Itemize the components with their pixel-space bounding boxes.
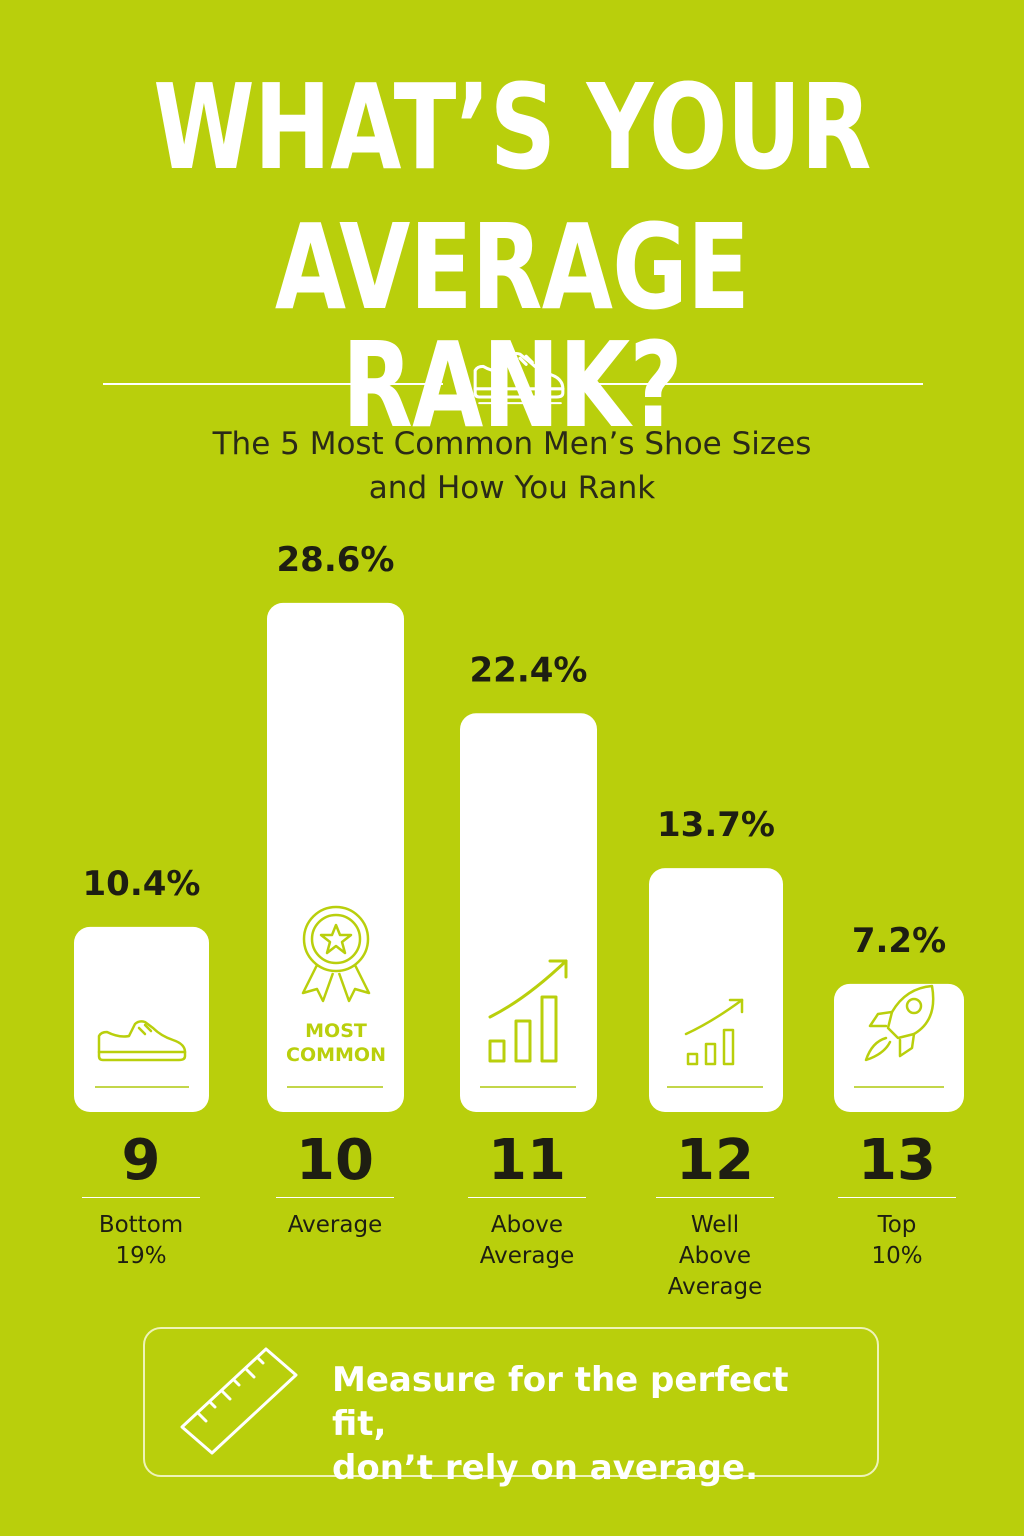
bar-underline-12 (667, 1086, 763, 1088)
growth-chart-icon (486, 955, 572, 1067)
rank-divider-12 (656, 1197, 774, 1198)
value-label-13: 7.2% (852, 921, 946, 961)
rank-divider-11 (468, 1197, 586, 1198)
subtitle-line-2: and How You Rank (368, 470, 656, 506)
value-label-11: 22.4% (470, 650, 588, 690)
bar-size-12 (649, 868, 783, 1112)
rank-label-9: Bottom 19% (98, 1212, 184, 1269)
award-ribbon-icon (297, 903, 375, 1005)
size-label-11: 11 (488, 1128, 566, 1193)
bar-underline-11 (480, 1086, 576, 1088)
bar-size-11 (460, 713, 597, 1112)
bar-size-10 (267, 602, 404, 1112)
divider-left (103, 383, 443, 385)
ruler-icon (178, 1345, 300, 1455)
bar-underline-9 (95, 1086, 189, 1088)
size-label-10: 10 (296, 1128, 374, 1193)
size-label-9: 9 (121, 1128, 161, 1193)
shoe-icon (467, 346, 569, 408)
bar-size-9 (74, 926, 209, 1112)
size-label-13: 13 (858, 1128, 936, 1193)
rank-divider-9 (82, 1197, 200, 1198)
bar-chart: 10.4% 28.6% 22.4% 13.7% 7.2% (74, 540, 964, 1112)
size-label-12: 12 (676, 1128, 754, 1193)
subtitle-line-1: The 5 Most Common Men’s Shoe Sizes (212, 426, 812, 462)
shoe-icon (95, 1016, 187, 1066)
rocket-icon (862, 982, 936, 1064)
divider-right (595, 383, 923, 385)
rank-label-12: Well Above Average (667, 1212, 763, 1300)
cta-text: Measure for the perfect fit, don’t rely … (332, 1360, 789, 1488)
value-label-10: 28.6% (277, 540, 395, 580)
rank-divider-10 (276, 1197, 394, 1198)
cta-box (143, 1327, 879, 1477)
rank-divider-13 (838, 1197, 956, 1198)
value-label-9: 10.4% (83, 864, 201, 904)
rank-label-13: Top 10% (871, 1212, 923, 1269)
rank-label-11: Above Average (479, 1212, 575, 1269)
rank-label-10: Average (287, 1212, 383, 1238)
value-label-12: 13.7% (657, 805, 775, 845)
bar-underline-13 (854, 1086, 944, 1088)
most-common-badge: MOST COMMON (286, 1020, 386, 1066)
growth-chart-icon (684, 998, 744, 1068)
bar-underline-10 (287, 1086, 383, 1088)
title-line-1: WHAT’S YOUR (153, 58, 871, 196)
title-line-2: AVERAGE RANK? (274, 198, 750, 454)
